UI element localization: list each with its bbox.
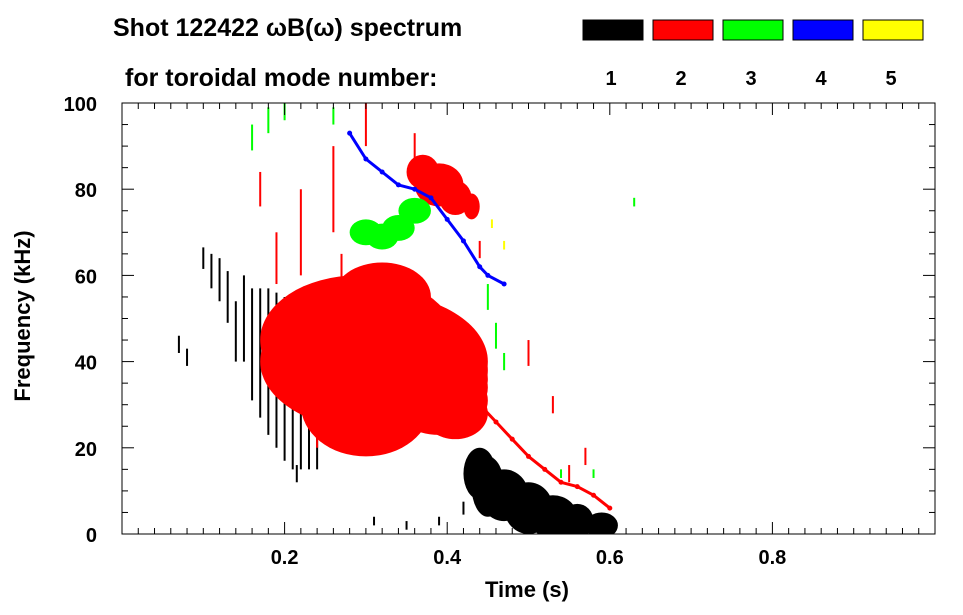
series-point [607, 505, 613, 511]
legend: Shot 122422 ωB(ω) spectrum for toroidal … [113, 14, 924, 92]
legend-label-5: 5 [885, 68, 896, 90]
series-line [462, 394, 611, 510]
x-tick-label: 0.8 [758, 547, 786, 569]
chart-title-line1: Shot 122422 ωB(ω) spectrum [113, 14, 462, 42]
x-tick-label: 0.4 [433, 547, 462, 569]
y-tick-label: 80 [75, 180, 97, 202]
legend-swatch-1 [582, 19, 644, 41]
series-6 [259, 103, 587, 483]
series-point [501, 281, 507, 287]
series-point [412, 186, 418, 192]
series-3 [260, 262, 488, 457]
series-point [477, 402, 483, 408]
chart-title-line2: for toroidal mode number: [125, 64, 438, 92]
series-blob [561, 503, 594, 534]
y-tick-label: 0 [86, 525, 97, 547]
series-blob [333, 262, 431, 332]
series-point [493, 419, 499, 425]
series-blob [422, 387, 488, 440]
series-point [379, 169, 385, 175]
y-tick-label: 60 [75, 266, 97, 288]
legend-swatch-3 [722, 19, 784, 41]
series-point [347, 130, 353, 136]
y-tick-label: 40 [75, 353, 97, 375]
series-point [477, 264, 483, 270]
series-point [395, 182, 401, 188]
series-4 [460, 393, 613, 511]
series-point [509, 436, 515, 442]
series-9 [347, 130, 507, 287]
y-axis-label: Frequency (kHz) [10, 230, 35, 401]
series-10 [490, 219, 506, 250]
legend-swatch-4 [792, 19, 854, 41]
legend-label-3: 3 [745, 68, 756, 90]
legend-label-1: 1 [605, 68, 616, 90]
series-blob [463, 193, 480, 220]
series-point [574, 484, 580, 490]
series-point [444, 216, 450, 222]
series-point [591, 492, 597, 498]
series-point [363, 156, 369, 162]
series-point [460, 238, 466, 244]
legend-swatch-2 [652, 19, 714, 41]
series-point [485, 272, 491, 278]
series-point [526, 453, 531, 459]
x-axis-label: Time (s) [485, 577, 569, 602]
series-point [460, 393, 466, 399]
x-tick-label: 0.2 [271, 547, 299, 569]
y-tick-label: 100 [64, 94, 97, 116]
legend-label-4: 4 [815, 68, 827, 90]
series-point [542, 466, 548, 472]
x-tick-label: 0.6 [596, 547, 624, 569]
series-blob [398, 197, 431, 224]
legend-swatch-5 [862, 19, 924, 41]
series-7 [349, 197, 431, 250]
series-blob [300, 352, 431, 457]
series-blob [439, 180, 472, 216]
series-point [558, 479, 564, 485]
series-point [428, 195, 434, 201]
legend-label-2: 2 [675, 68, 686, 90]
y-tick-label: 20 [75, 439, 97, 461]
